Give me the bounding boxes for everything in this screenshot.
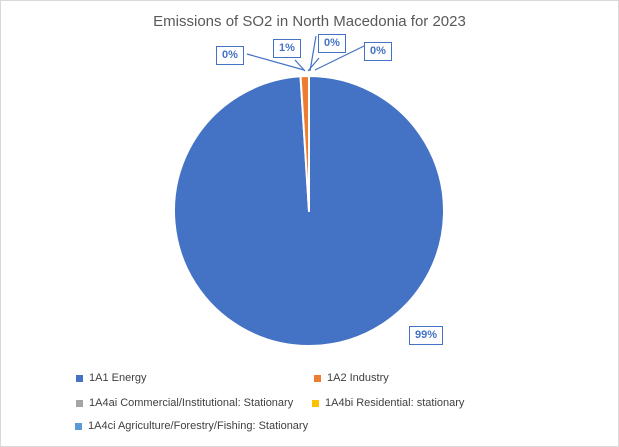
leader-line xyxy=(309,35,317,72)
legend-item-1a1-energy: 1A1 Energy xyxy=(76,372,146,384)
legend-swatch xyxy=(75,422,82,430)
legend-swatch xyxy=(312,399,319,407)
legend-label: 1A1 Energy xyxy=(89,372,147,384)
legend-item-1a4bi-residential: 1A4bi Residential: stationary xyxy=(312,397,464,409)
data-label-top-4: 0% xyxy=(364,42,392,62)
data-label-top-3: 0% xyxy=(318,34,346,54)
label-leader-lines xyxy=(246,35,365,72)
legend-swatch xyxy=(76,399,83,407)
data-label-top-2: 1% xyxy=(273,39,301,59)
leader-line xyxy=(246,53,305,71)
legend-label: 1A4ai Commercial/Institutional: Stationa… xyxy=(89,397,294,409)
legend-label: 1A4ci Agriculture/Forestry/Fishing: Stat… xyxy=(88,420,309,432)
leader-line xyxy=(307,57,320,72)
data-label-99pct: 99% xyxy=(409,326,444,346)
legend-swatch xyxy=(76,374,83,382)
chart-title: Emissions of SO2 in North Macedonia for … xyxy=(153,13,466,30)
legend-item-1a4ai-commercial: 1A4ai Commercial/Institutional: Stationa… xyxy=(76,397,293,409)
legend-label: 1A4bi Residential: stationary xyxy=(325,397,465,409)
pie-slice xyxy=(299,75,310,212)
leader-line xyxy=(314,45,365,71)
legend-item-1a2-industry: 1A2 Industry xyxy=(314,372,389,384)
leader-line xyxy=(294,59,306,72)
legend-item-1a4ci-agriculture: 1A4ci Agriculture/Forestry/Fishing: Stat… xyxy=(75,420,308,432)
pie-slices xyxy=(173,75,445,347)
data-label-top-1: 0% xyxy=(216,46,244,66)
legend-swatch xyxy=(314,374,321,382)
legend-label: 1A2 Industry xyxy=(327,372,389,384)
